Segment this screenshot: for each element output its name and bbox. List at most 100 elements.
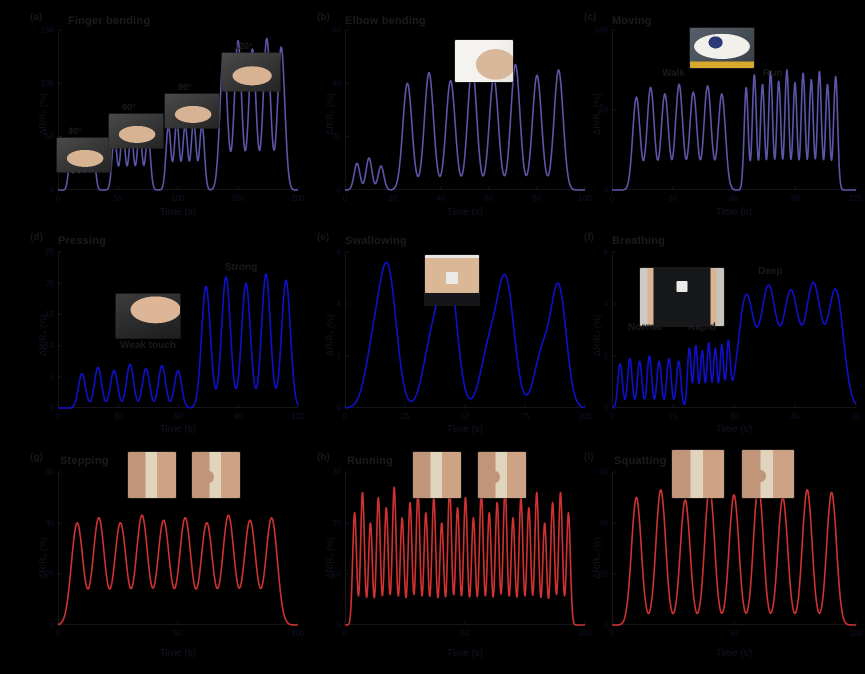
y-axis-label: ΔR/R₀ (%) (324, 314, 335, 356)
signal-plot: 0 25 50 75 100 0 2 4 6 (337, 248, 593, 422)
svg-text:0: 0 (604, 186, 609, 195)
svg-text:5: 5 (50, 372, 55, 381)
x-axis-label: Time (s) (715, 648, 753, 659)
panel-elbow-bending: (b) Elbow bending ΔR/R₀ (%) 0 20 40 60 80 100… (315, 8, 592, 220)
inset-photo-skin-relaxed (413, 452, 461, 498)
inset-photo-shoe (690, 28, 754, 68)
svg-text:30: 30 (669, 194, 678, 203)
svg-text:50: 50 (730, 629, 739, 638)
svg-text:60: 60 (599, 468, 608, 477)
svg-text:90: 90 (791, 194, 800, 203)
y-axis-label: ΔR/R₀ (%) (324, 93, 335, 135)
annotation-weak-touch: Weak touch (120, 340, 176, 351)
svg-text:20: 20 (332, 132, 341, 141)
annotation-rapid: Rapid (688, 322, 716, 333)
panel-moving: (c) Moving ΔR/R₀ (%) 0 30 60 90 120 0 50 100 Wa… (582, 8, 864, 220)
svg-text:4: 4 (337, 300, 342, 309)
panel-letter: (b) (317, 12, 330, 23)
svg-text:60: 60 (852, 412, 861, 421)
svg-text:100: 100 (578, 412, 592, 421)
svg-text:30: 30 (332, 468, 341, 477)
svg-text:0: 0 (50, 404, 55, 413)
svg-text:2: 2 (604, 352, 609, 361)
panel-title: Pressing (58, 235, 107, 247)
svg-text:50: 50 (461, 629, 470, 638)
svg-text:150: 150 (231, 194, 245, 203)
svg-text:100: 100 (578, 629, 592, 638)
panel-letter: (a) (30, 12, 43, 23)
x-axis-label: Time (s) (715, 424, 753, 435)
signal-plot: 0 20 40 60 80 100 0 20 40 60 (332, 26, 592, 204)
inset-photo-skin-relaxed (128, 452, 176, 498)
annotation-deep: Deep (758, 266, 783, 277)
svg-text:0: 0 (343, 629, 348, 638)
svg-text:0: 0 (50, 186, 55, 195)
svg-text:30: 30 (730, 412, 739, 421)
svg-text:0: 0 (50, 621, 55, 630)
svg-text:0: 0 (604, 404, 609, 413)
svg-text:0: 0 (337, 621, 342, 630)
svg-text:0: 0 (56, 412, 61, 421)
signal-plot: 0 30 60 90 120 0 50 100 (595, 26, 864, 204)
y-axis-label: ΔR/R₀ (%) (591, 314, 602, 356)
svg-text:10: 10 (332, 570, 341, 579)
inset-photo-skin-flexed (742, 450, 794, 498)
svg-text:50: 50 (45, 132, 54, 141)
svg-text:120: 120 (849, 194, 863, 203)
svg-text:100: 100 (291, 629, 305, 638)
annotation-run: Run (763, 68, 783, 79)
panel-title: Running (347, 455, 393, 467)
signal-plot: 0 50 100 0 20 40 60 (599, 468, 863, 639)
svg-text:30: 30 (114, 412, 123, 421)
svg-text:50: 50 (461, 412, 470, 421)
annotation-walk: Walk (662, 68, 685, 79)
svg-text:0: 0 (343, 194, 348, 203)
svg-text:15: 15 (669, 412, 678, 421)
svg-text:60: 60 (332, 26, 341, 35)
svg-text:20: 20 (332, 519, 341, 528)
panel-letter: (g) (30, 452, 43, 463)
inset-photo-hand-120deg (222, 53, 280, 91)
panel-letter: (h) (317, 452, 330, 463)
x-axis-label: Time (s) (446, 648, 484, 659)
panel-title: Swallowing (345, 235, 407, 247)
panel-letter: (c) (584, 12, 597, 23)
svg-text:0: 0 (610, 194, 615, 203)
svg-text:20: 20 (599, 570, 608, 579)
panel-squatting: (i) Squatting ΔR/R₀ (%) 0 50 100 0 20 40 60 Ti… (582, 448, 863, 668)
panel-title: Stepping (60, 455, 109, 467)
panel-running: (h) Running ΔR/R₀ (%) 0 50 100 0 10 20 30 Time… (315, 448, 592, 668)
inset-photo-hand-30deg (57, 138, 111, 172)
svg-text:0: 0 (337, 186, 342, 195)
annotation-normal: Normal (628, 322, 663, 333)
panel-letter: (e) (317, 232, 330, 243)
svg-text:75: 75 (521, 412, 530, 421)
svg-text:0: 0 (604, 621, 609, 630)
svg-text:20: 20 (389, 194, 398, 203)
annotation-strong: Strong (225, 262, 258, 273)
angle-label-30: 30° (68, 126, 82, 136)
panel-title: Moving (612, 15, 652, 27)
panel-title: Breathing (612, 235, 666, 247)
svg-text:60: 60 (45, 468, 54, 477)
svg-text:4: 4 (604, 300, 609, 309)
panel-title: Squatting (614, 455, 667, 467)
signal-plot: 0 15 30 45 60 0 2 4 6 (604, 248, 861, 422)
svg-text:20: 20 (45, 570, 54, 579)
svg-text:80: 80 (533, 194, 542, 203)
svg-text:40: 40 (45, 519, 54, 528)
svg-text:0: 0 (610, 412, 615, 421)
panel-letter: (d) (30, 232, 43, 243)
svg-text:150: 150 (41, 26, 55, 35)
svg-text:60: 60 (174, 412, 183, 421)
angle-label-120: 120° (234, 41, 253, 51)
svg-text:50: 50 (114, 194, 123, 203)
inset-photo-elbow (455, 40, 513, 82)
panel-title: Elbow bending (345, 15, 426, 27)
inset-photo-skin-flexed (478, 452, 526, 498)
svg-text:120: 120 (291, 412, 305, 421)
x-axis-label: Time (s) (159, 207, 197, 218)
inset-photo-hand-60deg (109, 114, 163, 148)
svg-text:0: 0 (610, 629, 615, 638)
